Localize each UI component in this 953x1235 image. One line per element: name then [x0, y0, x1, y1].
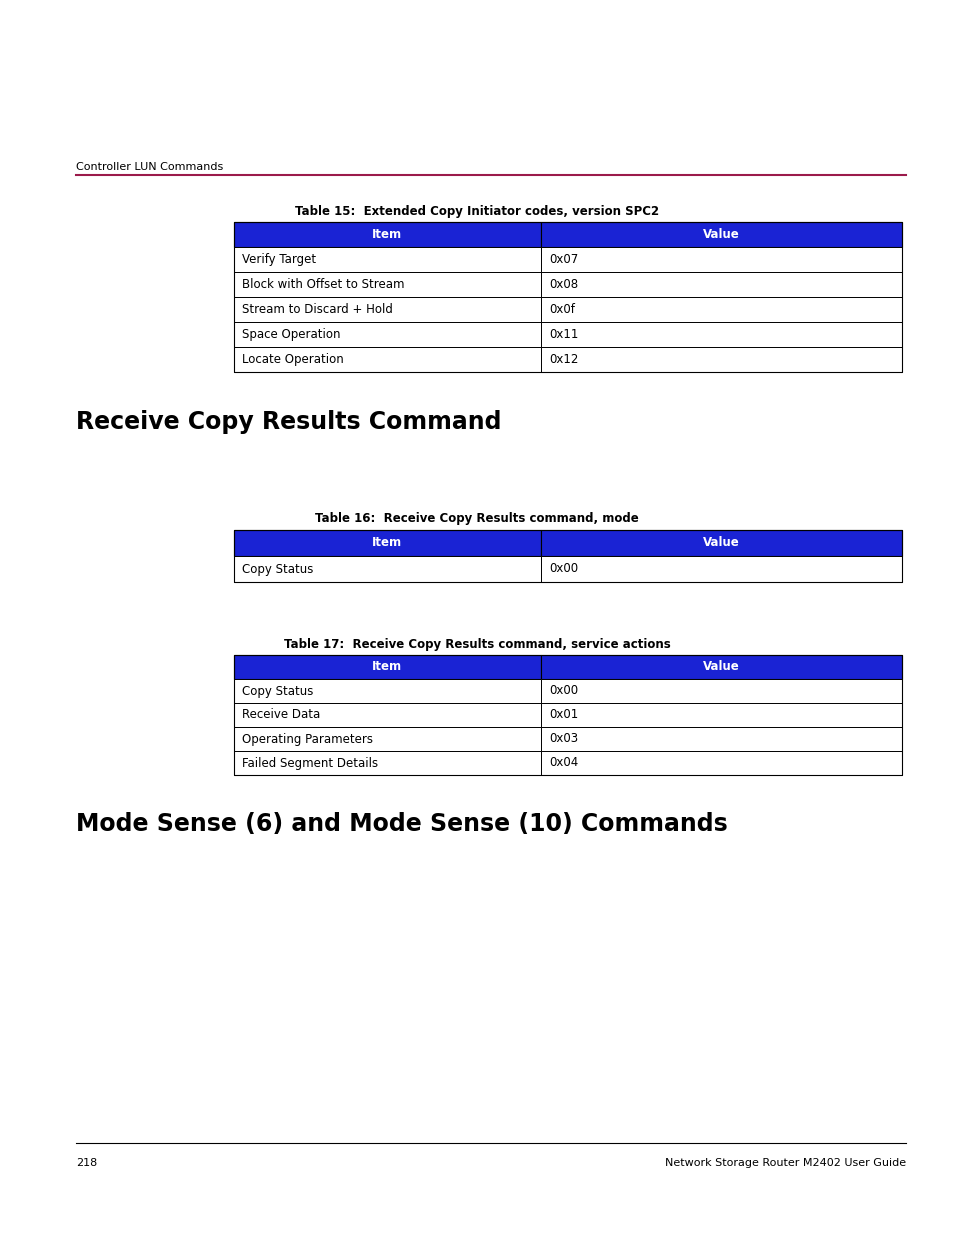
- Text: Copy Status: Copy Status: [241, 562, 313, 576]
- Bar: [233, 322, 540, 347]
- Text: Value: Value: [702, 228, 739, 241]
- Bar: [540, 322, 901, 347]
- Text: Receive Data: Receive Data: [241, 709, 319, 721]
- Text: Block with Offset to Stream: Block with Offset to Stream: [241, 278, 404, 291]
- Text: Value: Value: [702, 661, 739, 673]
- Text: Locate Operation: Locate Operation: [241, 353, 343, 366]
- Bar: [233, 703, 540, 727]
- Text: Table 16:  Receive Copy Results command, mode: Table 16: Receive Copy Results command, …: [314, 513, 639, 525]
- Bar: [540, 247, 901, 272]
- Text: 0x01: 0x01: [548, 709, 578, 721]
- Text: Network Storage Router M2402 User Guide: Network Storage Router M2402 User Guide: [664, 1158, 905, 1168]
- Text: 0x00: 0x00: [548, 684, 578, 698]
- Text: Stream to Discard + Hold: Stream to Discard + Hold: [241, 303, 393, 316]
- Text: Controller LUN Commands: Controller LUN Commands: [76, 162, 223, 172]
- Bar: [540, 296, 901, 322]
- Text: 0x00: 0x00: [548, 562, 578, 576]
- Text: 0x04: 0x04: [548, 757, 578, 769]
- Text: Receive Copy Results Command: Receive Copy Results Command: [76, 410, 501, 433]
- Bar: [233, 296, 540, 322]
- Text: Mode Sense (6) and Mode Sense (10) Commands: Mode Sense (6) and Mode Sense (10) Comma…: [76, 811, 727, 836]
- Text: Copy Status: Copy Status: [241, 684, 313, 698]
- Bar: [233, 222, 901, 372]
- Text: 218: 218: [76, 1158, 97, 1168]
- Bar: [540, 556, 901, 582]
- Bar: [233, 247, 540, 272]
- Text: Space Operation: Space Operation: [241, 329, 340, 341]
- Text: 0x12: 0x12: [548, 353, 578, 366]
- Text: 0x11: 0x11: [548, 329, 578, 341]
- Bar: [233, 530, 901, 582]
- Bar: [540, 530, 901, 556]
- Bar: [540, 272, 901, 296]
- Text: Item: Item: [372, 661, 402, 673]
- Bar: [540, 347, 901, 372]
- Text: 0x08: 0x08: [548, 278, 578, 291]
- Text: Item: Item: [372, 228, 402, 241]
- Bar: [540, 727, 901, 751]
- Text: Operating Parameters: Operating Parameters: [241, 732, 373, 746]
- Bar: [540, 679, 901, 703]
- Bar: [233, 222, 540, 247]
- Bar: [233, 347, 540, 372]
- Bar: [233, 751, 540, 776]
- Text: Failed Segment Details: Failed Segment Details: [241, 757, 377, 769]
- Text: Value: Value: [702, 536, 739, 550]
- Bar: [233, 530, 540, 556]
- Bar: [540, 222, 901, 247]
- Bar: [540, 703, 901, 727]
- Text: 0x03: 0x03: [548, 732, 578, 746]
- Bar: [540, 655, 901, 679]
- Text: Item: Item: [372, 536, 402, 550]
- Bar: [540, 751, 901, 776]
- Bar: [233, 679, 540, 703]
- Text: Table 15:  Extended Copy Initiator codes, version SPC2: Table 15: Extended Copy Initiator codes,…: [294, 205, 659, 219]
- Bar: [233, 272, 540, 296]
- Text: 0x0f: 0x0f: [548, 303, 575, 316]
- Text: 0x07: 0x07: [548, 253, 578, 266]
- Bar: [233, 727, 540, 751]
- Text: Table 17:  Receive Copy Results command, service actions: Table 17: Receive Copy Results command, …: [283, 638, 670, 651]
- Bar: [233, 655, 901, 776]
- Text: Verify Target: Verify Target: [241, 253, 315, 266]
- Bar: [233, 556, 540, 582]
- Bar: [233, 655, 540, 679]
